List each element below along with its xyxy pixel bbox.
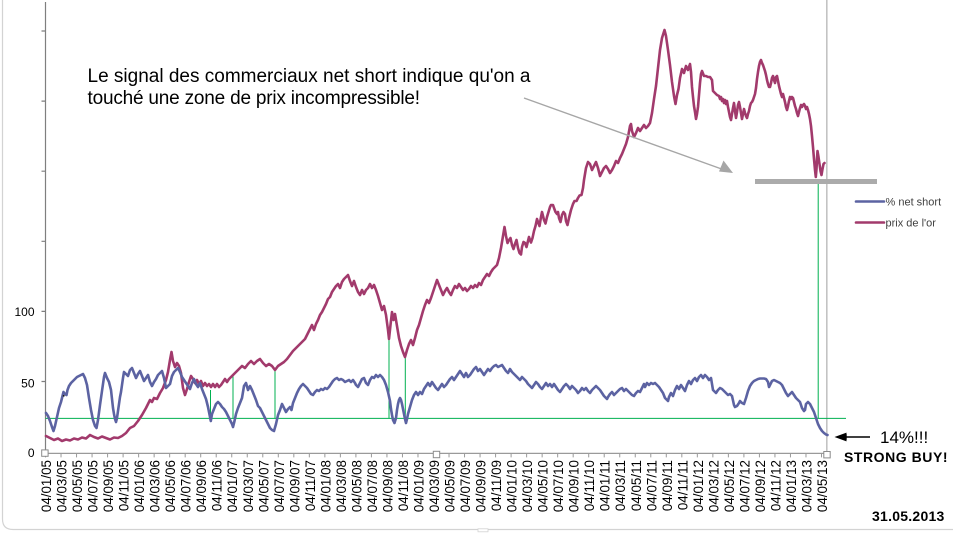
- svg-text:04/05/13: 04/05/13: [815, 460, 830, 512]
- svg-text:04/01/11: 04/01/11: [598, 460, 613, 511]
- svg-text:04/01/12: 04/01/12: [691, 460, 706, 512]
- svg-text:04/01/06: 04/01/06: [132, 460, 147, 512]
- svg-text:04/03/08: 04/03/08: [334, 460, 349, 512]
- svg-text:04/01/08: 04/01/08: [318, 460, 333, 512]
- svg-text:04/05/06: 04/05/06: [163, 460, 178, 512]
- svg-text:04/01/13: 04/01/13: [784, 460, 799, 512]
- svg-text:04/03/12: 04/03/12: [706, 460, 721, 512]
- svg-text:04/07/10: 04/07/10: [551, 460, 566, 512]
- svg-text:04/07/09: 04/07/09: [458, 460, 473, 512]
- svg-text:04/09/07: 04/09/07: [287, 460, 302, 512]
- svg-text:04/09/06: 04/09/06: [194, 460, 209, 512]
- svg-text:04/03/10: 04/03/10: [520, 460, 535, 512]
- svg-text:04/07/11: 04/07/11: [644, 460, 659, 511]
- svg-text:% net short: % net short: [886, 196, 942, 208]
- svg-text:04/05/05: 04/05/05: [70, 460, 85, 512]
- svg-text:04/03/13: 04/03/13: [800, 460, 815, 512]
- svg-text:04/01/07: 04/01/07: [225, 460, 240, 512]
- svg-text:50: 50: [21, 377, 35, 391]
- svg-text:100: 100: [14, 305, 34, 319]
- svg-text:04/01/05: 04/01/05: [39, 460, 54, 512]
- svg-text:04/07/12: 04/07/12: [737, 460, 752, 512]
- svg-text:prix de l'or: prix de l'or: [886, 217, 937, 229]
- svg-text:04/09/10: 04/09/10: [567, 460, 582, 512]
- svg-text:04/11/09: 04/11/09: [489, 460, 504, 511]
- svg-text:04/01/10: 04/01/10: [505, 460, 520, 512]
- svg-text:04/03/06: 04/03/06: [148, 460, 163, 512]
- svg-text:04/09/09: 04/09/09: [474, 460, 489, 512]
- svg-text:04/01/09: 04/01/09: [412, 460, 427, 512]
- svg-text:04/09/12: 04/09/12: [753, 460, 768, 512]
- svg-text:04/11/10: 04/11/10: [582, 460, 597, 511]
- svg-text:04/07/05: 04/07/05: [86, 460, 101, 512]
- svg-text:04/03/05: 04/03/05: [55, 460, 70, 512]
- svg-text:04/07/08: 04/07/08: [365, 460, 380, 512]
- svg-text:04/05/12: 04/05/12: [722, 460, 737, 512]
- svg-text:04/07/07: 04/07/07: [272, 460, 287, 512]
- svg-text:04/05/09: 04/05/09: [443, 460, 458, 512]
- svg-text:0: 0: [28, 446, 35, 460]
- svg-text:04/11/05: 04/11/05: [117, 460, 132, 511]
- svg-text:04/11/07: 04/11/07: [303, 460, 318, 511]
- svg-text:04/03/11: 04/03/11: [613, 460, 628, 511]
- svg-text:04/03/07: 04/03/07: [241, 460, 256, 512]
- svg-text:04/11/06: 04/11/06: [210, 460, 225, 511]
- svg-text:04/09/11: 04/09/11: [660, 460, 675, 511]
- svg-text:04/09/08: 04/09/08: [380, 460, 395, 512]
- svg-text:04/11/08: 04/11/08: [396, 460, 411, 511]
- svg-text:04/03/09: 04/03/09: [427, 460, 442, 512]
- svg-text:04/09/05: 04/09/05: [101, 460, 116, 512]
- svg-text:04/07/06: 04/07/06: [179, 460, 194, 512]
- svg-text:04/05/10: 04/05/10: [536, 460, 551, 512]
- svg-text:04/11/11: 04/11/11: [675, 460, 690, 510]
- svg-text:04/05/08: 04/05/08: [349, 460, 364, 512]
- svg-text:04/05/11: 04/05/11: [629, 460, 644, 511]
- svg-text:04/11/12: 04/11/12: [768, 460, 783, 511]
- svg-text:04/05/07: 04/05/07: [256, 460, 271, 512]
